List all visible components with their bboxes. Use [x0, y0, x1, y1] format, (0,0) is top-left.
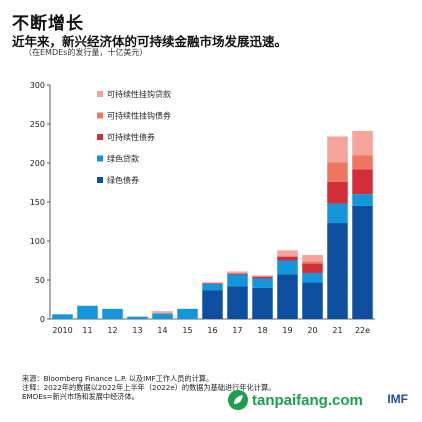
bar-segment-1	[302, 282, 323, 319]
leaf-logo-icon	[228, 390, 248, 410]
x-tick-label: 21	[332, 326, 342, 335]
legend-swatch	[97, 177, 103, 183]
unit-note: （在EMDEs的发行量，十亿美元）	[24, 48, 148, 57]
bar-segment-1	[327, 223, 348, 319]
chart-notes: 来源：Bloomberg Finance L.P. 以及IMF工作人员的计算。 …	[22, 374, 312, 402]
y-tick-label: 250	[30, 120, 45, 129]
x-tick-label: 11	[82, 326, 92, 335]
note-source: 来源：Bloomberg Finance L.P. 以及IMF工作人员的计算。	[22, 374, 214, 383]
bar-segment-2	[177, 308, 198, 319]
note-annotation: 注释：2022年的数据以2022年上半年（2022e）的数据为基础进行年化计算。	[22, 383, 276, 393]
watermark: tanpaifang.com	[228, 390, 363, 410]
x-tick-label: 13	[132, 326, 142, 335]
x-tick-label: 22e	[355, 326, 370, 335]
bar-segment-5	[252, 275, 273, 277]
bar-segment-1	[277, 274, 298, 319]
legend-label: 可持续性挂钩债券	[107, 111, 171, 121]
bar-segment-3	[227, 273, 248, 275]
note-abbreviation: EMDEs=新兴市场和发展中经济体。	[22, 392, 139, 402]
bar-segment-2	[127, 316, 148, 319]
bar-segment-5	[302, 255, 323, 262]
stacked-bar-chart: 0 50 100 150 200 250 300 2010 11 12 13 14 15 16 17 18 19…	[30, 81, 375, 335]
y-tick-label: 300	[30, 81, 45, 90]
bar-segment-1	[227, 286, 248, 319]
bar-segment-5	[277, 250, 298, 257]
y-tick-label: 100	[30, 237, 45, 246]
legend-swatch	[97, 112, 103, 119]
legend-label: 可持续性债券	[107, 132, 155, 142]
bar-segment-1	[352, 205, 373, 319]
bar-segment-2	[302, 272, 323, 283]
bar-segment-2	[252, 278, 273, 288]
bar-segment-5	[227, 271, 248, 273]
bar-segment-4	[252, 276, 273, 277]
y-tick-label: 150	[30, 198, 45, 207]
bar-segment-5	[202, 282, 223, 284]
bar-segment-2	[202, 283, 223, 291]
imf-logo: IMF	[387, 392, 408, 406]
legend-swatch	[97, 155, 103, 162]
legend-swatch	[97, 91, 103, 97]
x-tick-label: 16	[207, 326, 217, 335]
y-tick-label: 200	[30, 159, 45, 168]
x-tick-label: 18	[257, 326, 267, 335]
bar-segment-3	[202, 283, 223, 284]
bar-segment-2	[77, 305, 98, 319]
legend-label: 绿色债券	[107, 175, 139, 185]
legend-label: 绿色贷款	[107, 154, 139, 164]
x-tick-label: 12	[107, 326, 117, 335]
chart-title: 不断增长	[12, 14, 84, 34]
bar-segment-5	[152, 311, 173, 314]
bar-segment-5	[352, 131, 373, 156]
bar-segment-2	[152, 313, 173, 319]
x-tick-label: 15	[182, 326, 192, 335]
bar-segment-2	[277, 260, 298, 275]
chart-subtitle: 近年来，新兴经济体的可持续金融市场发展迅速。	[12, 34, 288, 49]
bar-segment-2	[327, 203, 348, 224]
bar-segment-4	[352, 155, 373, 170]
bar-segment-4	[302, 261, 323, 264]
watermark-text: tanpaifang.com	[252, 391, 363, 409]
bar-segment-3	[277, 256, 298, 261]
bar-segment-1	[252, 287, 273, 319]
x-tick-label: 2010	[52, 326, 72, 335]
y-tick-label: 0	[40, 315, 45, 324]
y-tick-label: 50	[35, 276, 45, 285]
bar-segment-3	[327, 181, 348, 204]
x-tick-label: 17	[232, 326, 242, 335]
legend-label: 可持续性挂钩贷款	[107, 89, 171, 99]
legend-swatch	[97, 134, 103, 140]
x-tick-label: 19	[282, 326, 292, 335]
bar-segment-1	[202, 290, 223, 319]
x-tick-label: 20	[307, 326, 317, 335]
bar-segment-2	[352, 194, 373, 206]
bar-segment-4	[227, 272, 248, 274]
x-tick-label: 14	[157, 326, 167, 335]
bar-segment-2	[102, 308, 123, 319]
bar-segment-2	[52, 314, 73, 319]
bar-segment-3	[352, 169, 373, 195]
bar-segment-3	[252, 276, 273, 279]
bar-segment-5	[327, 136, 348, 163]
bar-segment-3	[302, 263, 323, 273]
bar-segment-4	[327, 162, 348, 182]
bar-segment-2	[227, 274, 248, 287]
